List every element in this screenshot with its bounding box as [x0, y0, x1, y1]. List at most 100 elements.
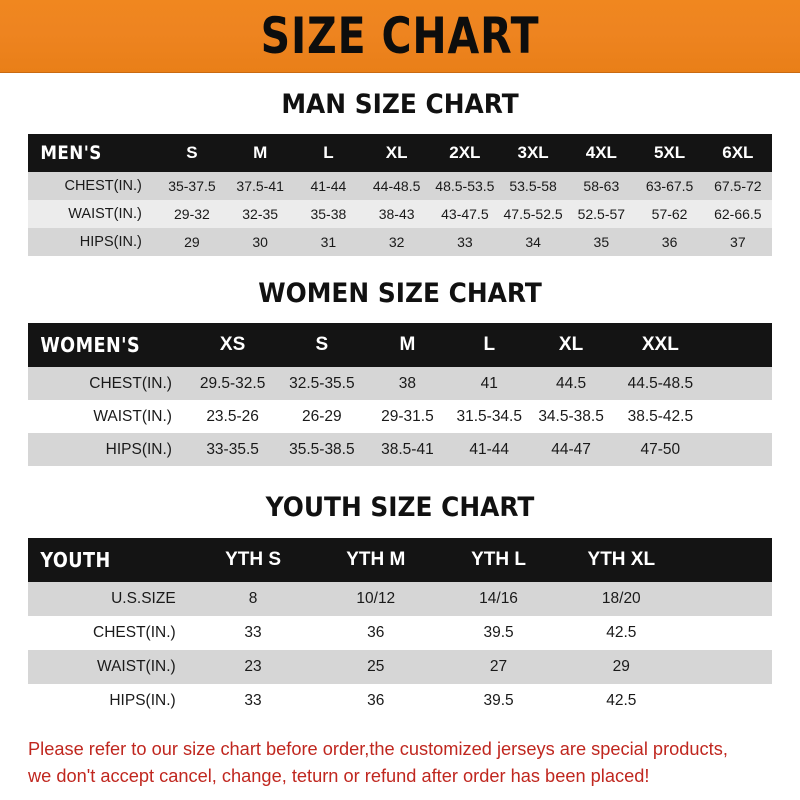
man-chest-5: 53.5-58	[509, 178, 557, 194]
youth-size-table: YOUTH YTH S YTH M YTH L YTH XL U.S.SIZE …	[28, 538, 772, 718]
man-chest-4: 48.5-53.5	[435, 178, 495, 194]
youth-waist-2: 27	[489, 658, 508, 675]
section-man: MAN SIZE CHART MEN'S S M L XL 2XL 3XL 4X…	[0, 89, 800, 256]
man-size-col-2: L	[323, 143, 334, 162]
footer-disclaimer: Please refer to our size chart before or…	[28, 736, 761, 790]
man-waist-8: 62-66.5	[714, 206, 762, 222]
man-hips-8: 37	[730, 234, 746, 250]
man-chest-0: 35-37.5	[168, 178, 216, 194]
man-waist-4: 43-47.5	[441, 206, 489, 222]
women-hips-4: 44-47	[551, 440, 591, 458]
women-chest-3: 41	[480, 374, 498, 392]
women-chest-1: 32.5-35.5	[289, 374, 355, 392]
table-row: CHEST(IN.) 33 36 39.5 42.5	[28, 616, 772, 650]
youth-waist-1: 25	[367, 658, 385, 675]
women-waist-5: 38.5-42.5	[627, 407, 694, 425]
youth-ussize-3: 18/20	[601, 590, 641, 607]
youth-header-row: YOUTH YTH S YTH M YTH L YTH XL	[28, 538, 772, 582]
table-row: CHEST(IN.) 29.5-32.5 32.5-35.5 38 41 44.…	[28, 367, 772, 400]
man-waist-1: 32-35	[242, 206, 279, 222]
youth-waist-3: 29	[612, 658, 630, 675]
section-title-women: WOMEN SIZE CHART	[258, 278, 542, 309]
man-waist-5: 47.5-52.5	[503, 206, 563, 222]
man-size-col-1: M	[253, 143, 268, 162]
youth-hips-2: 39.5	[483, 692, 514, 709]
youth-ussize-0: 8	[248, 590, 258, 607]
youth-row-label-chest: CHEST(IN.)	[93, 624, 176, 641]
man-size-col-6: 4XL	[585, 143, 617, 162]
man-row-label-chest: CHEST(IN.)	[64, 178, 142, 194]
youth-row-label-ussize: U.S.SIZE	[111, 590, 176, 607]
women-waist-3: 31.5-34.5	[456, 407, 522, 425]
youth-chest-1: 36	[367, 624, 385, 641]
man-size-table: MEN'S S M L XL 2XL 3XL 4XL 5XL 6XL CHEST…	[28, 134, 772, 256]
footer-line-2: we don't accept cancel, change, teturn o…	[28, 764, 650, 786]
women-size-col-4: XL	[558, 334, 584, 355]
table-row: CHEST(IN.) 35-37.5 37.5-41 41-44 44-48.5…	[28, 172, 772, 200]
women-row-label-chest: CHEST(IN.)	[89, 374, 172, 392]
man-size-col-0: S	[186, 143, 198, 162]
youth-chest-0: 33	[244, 624, 262, 641]
women-size-col-1: S	[315, 334, 329, 355]
youth-hips-1: 36	[367, 692, 385, 709]
women-chest-2: 38	[398, 374, 417, 392]
man-size-col-8: 6XL	[722, 143, 754, 162]
youth-header-label: YOUTH	[28, 538, 192, 582]
man-hips-7: 36	[661, 234, 678, 250]
youth-ussize-2: 14/16	[479, 590, 518, 607]
women-waist-2: 29-31.5	[381, 407, 434, 425]
youth-waist-0: 23	[244, 658, 262, 675]
youth-size-col-1: YTH M	[346, 549, 406, 570]
man-size-col-4: 2XL	[449, 143, 481, 162]
women-size-col-3: L	[483, 334, 496, 355]
women-header-row: WOMEN'S XS S M L XL XXL	[28, 323, 772, 367]
women-chest-4: 44.5	[555, 374, 587, 392]
youth-row-label-waist: WAIST(IN.)	[97, 658, 176, 675]
women-chest-5: 44.5-48.5	[627, 374, 694, 392]
table-row: HIPS(IN.) 33 36 39.5 42.5	[28, 684, 772, 718]
women-chest-spacer	[709, 367, 772, 400]
man-chest-8: 67.5-72	[714, 178, 762, 194]
women-waist-spacer	[709, 400, 772, 433]
women-waist-4: 34.5-38.5	[538, 407, 604, 425]
youth-chest-2: 39.5	[483, 624, 514, 641]
man-waist-7: 57-62	[651, 206, 688, 222]
table-row: HIPS(IN.) 29 30 31 32 33 34 35 36 37	[28, 228, 772, 256]
man-hips-3: 32	[388, 234, 405, 250]
women-size-col-2: M	[399, 334, 416, 355]
man-header-label-text: MEN'S	[40, 142, 102, 164]
section-youth: YOUTH SIZE CHART YOUTH YTH S YTH M YTH L…	[0, 492, 800, 718]
man-chest-7: 63-67.5	[645, 178, 694, 194]
women-hips-3: 41-44	[469, 440, 510, 458]
women-size-table: WOMEN'S XS S M L XL XXL CHEST(IN.) 29.5-…	[28, 323, 772, 466]
youth-size-col-spacer	[683, 538, 772, 582]
women-hips-5: 47-50	[640, 440, 681, 458]
women-waist-0: 23.5-26	[206, 407, 259, 425]
man-hips-0: 29	[184, 234, 200, 250]
man-chest-3: 44-48.5	[372, 178, 421, 194]
youth-hips-3: 42.5	[606, 692, 637, 709]
table-row: WAIST(IN.) 29-32 32-35 35-38 38-43 43-47…	[28, 200, 772, 228]
women-size-col-5: XXL	[641, 334, 679, 355]
man-waist-6: 52.5-57	[577, 206, 626, 222]
man-chest-1: 37.5-41	[236, 178, 284, 194]
man-chest-2: 41-44	[310, 178, 347, 194]
page-banner: SIZE CHART	[0, 0, 800, 73]
section-title-man: MAN SIZE CHART	[281, 89, 519, 120]
table-row: HIPS(IN.) 33-35.5 35.5-38.5 38.5-41 41-4…	[28, 433, 772, 466]
youth-ussize-1: 10/12	[356, 590, 396, 607]
man-header-label: MEN'S	[28, 134, 158, 172]
women-size-col-0: XS	[219, 334, 246, 355]
man-hips-4: 33	[457, 234, 473, 250]
women-hips-0: 33-35.5	[206, 440, 259, 458]
youth-chest-spacer	[683, 616, 772, 650]
man-size-col-5: 3XL	[517, 143, 549, 162]
man-row-label-hips: HIPS(IN.)	[79, 234, 142, 250]
section-women: WOMEN SIZE CHART WOMEN'S XS S M L XL XXL	[0, 278, 800, 466]
women-header-label-text: WOMEN'S	[40, 333, 141, 357]
women-size-col-spacer	[709, 323, 772, 367]
youth-header-label-text: YOUTH	[40, 548, 111, 572]
youth-size-col-2: YTH L	[471, 549, 526, 570]
youth-row-label-hips: HIPS(IN.)	[109, 692, 176, 709]
